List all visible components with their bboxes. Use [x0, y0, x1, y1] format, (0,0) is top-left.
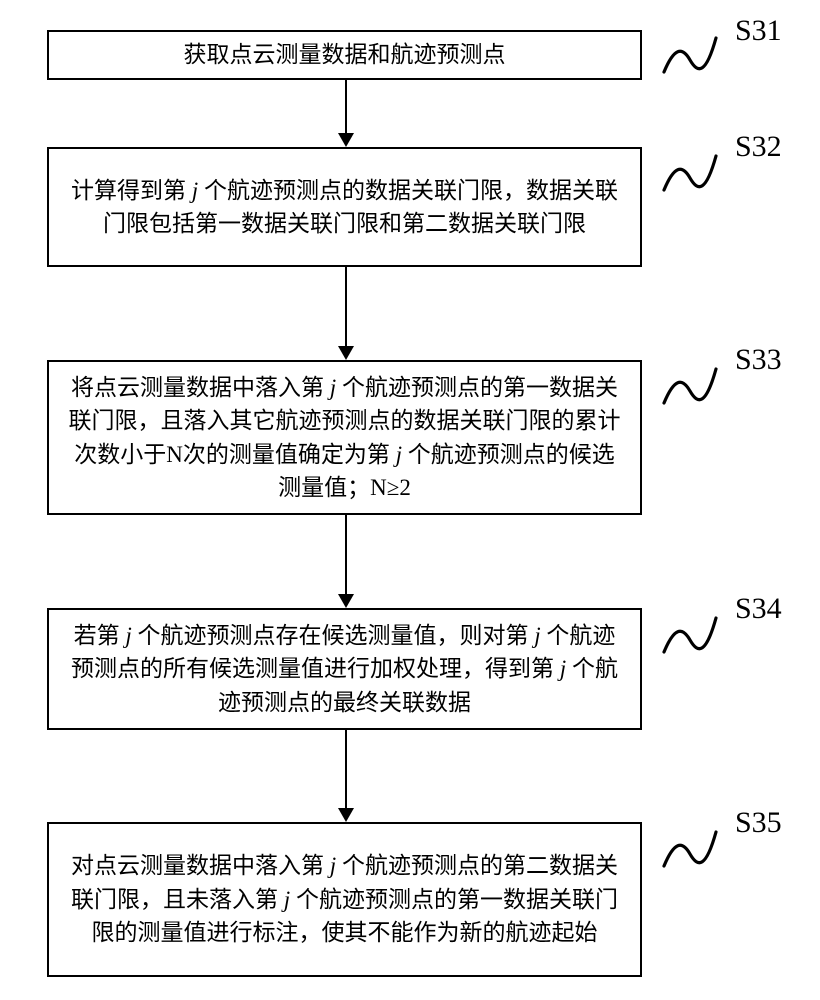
step-box-s32: 计算得到第 j 个航迹预测点的数据关联门限，数据关联门限包括第一数据关联门限和第… — [47, 147, 642, 267]
step-box-s34: 若第 j 个航迹预测点存在候选测量值，则对第 j 个航迹预测点的所有候选测量值进… — [47, 608, 642, 730]
step-text: 计算得到第 j 个航迹预测点的数据关联门限，数据关联门限包括第一数据关联门限和第… — [63, 174, 626, 241]
step-text: 对点云测量数据中落入第 j 个航迹预测点的第二数据关联门限，且未落入第 j 个航… — [63, 849, 626, 949]
arrow-head-icon — [338, 594, 354, 608]
step-text: 若第 j 个航迹预测点存在候选测量值，则对第 j 个航迹预测点的所有候选测量值进… — [63, 619, 626, 719]
arrow-shaft — [345, 515, 347, 596]
squiggle-connector — [660, 824, 720, 874]
squiggle-connector — [660, 30, 720, 80]
step-text: 将点云测量数据中落入第 j 个航迹预测点的第一数据关联门限，且落入其它航迹预测点… — [63, 371, 626, 504]
step-label-s35: S35 — [735, 806, 782, 840]
flowchart-canvas: 获取点云测量数据和航迹预测点 S31 计算得到第 j 个航迹预测点的数据关联门限，… — [0, 0, 820, 1000]
step-box-s31: 获取点云测量数据和航迹预测点 — [47, 30, 642, 80]
flow-arrow — [345, 515, 347, 608]
flow-arrow — [345, 267, 347, 360]
step-box-s35: 对点云测量数据中落入第 j 个航迹预测点的第二数据关联门限，且未落入第 j 个航… — [47, 822, 642, 977]
step-text: 获取点云测量数据和航迹预测点 — [184, 38, 506, 71]
step-label-s32: S32 — [735, 130, 782, 164]
arrow-head-icon — [338, 133, 354, 147]
arrow-shaft — [345, 267, 347, 348]
arrow-shaft — [345, 80, 347, 135]
squiggle-connector — [660, 610, 720, 660]
step-label-s31: S31 — [735, 14, 782, 48]
arrow-head-icon — [338, 808, 354, 822]
flow-arrow — [345, 80, 347, 147]
flow-arrow — [345, 730, 347, 822]
step-label-s33: S33 — [735, 343, 782, 377]
arrow-shaft — [345, 730, 347, 810]
step-box-s33: 将点云测量数据中落入第 j 个航迹预测点的第一数据关联门限，且落入其它航迹预测点… — [47, 360, 642, 515]
squiggle-connector — [660, 148, 720, 198]
step-label-s34: S34 — [735, 592, 782, 626]
arrow-head-icon — [338, 346, 354, 360]
squiggle-connector — [660, 361, 720, 411]
